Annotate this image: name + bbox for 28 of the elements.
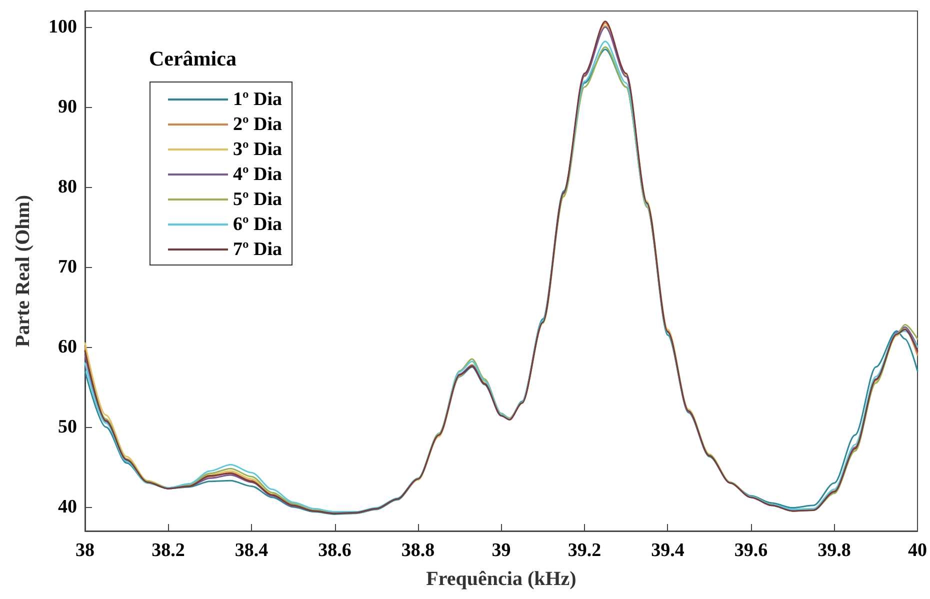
x-tick-label: 39.4 xyxy=(651,540,685,561)
y-tick-label: 50 xyxy=(58,416,77,438)
legend-label: 3º Dia xyxy=(233,139,283,160)
y-tick-label: 80 xyxy=(58,176,77,198)
x-tick-label: 38.8 xyxy=(401,540,435,561)
y-tick-label: 90 xyxy=(58,96,77,118)
x-tick-label: 39.6 xyxy=(734,540,768,561)
y-tick-label: 60 xyxy=(58,336,77,358)
x-tick-label: 38.4 xyxy=(234,540,269,561)
x-tick-label: 40 xyxy=(908,540,927,561)
x-tick-label: 38 xyxy=(76,540,94,561)
x-tick-label: 39.8 xyxy=(818,540,851,561)
y-tick-label: 70 xyxy=(58,256,77,278)
legend-label: 4º Dia xyxy=(233,164,283,185)
legend-title: Cerâmica xyxy=(149,46,237,70)
x-tick-label: 38.2 xyxy=(152,540,185,561)
y-axis-title: Parte Real (Ohm) xyxy=(12,194,34,348)
x-tick-label: 39 xyxy=(492,540,511,561)
x-tick-label: 39.2 xyxy=(568,540,602,561)
y-tick-label: 40 xyxy=(58,496,77,518)
legend-label: 7º Dia xyxy=(233,239,283,260)
legend-label: 2º Dia xyxy=(233,114,283,135)
y-tick-label: 100 xyxy=(48,16,77,38)
legend-label: 6º Dia xyxy=(233,214,283,235)
x-axis-title: Frequência (kHz) xyxy=(426,568,576,590)
legend-label: 1º Dia xyxy=(233,89,283,110)
x-tick-label: 38.6 xyxy=(318,540,352,561)
legend-label: 5º Dia xyxy=(233,189,283,210)
